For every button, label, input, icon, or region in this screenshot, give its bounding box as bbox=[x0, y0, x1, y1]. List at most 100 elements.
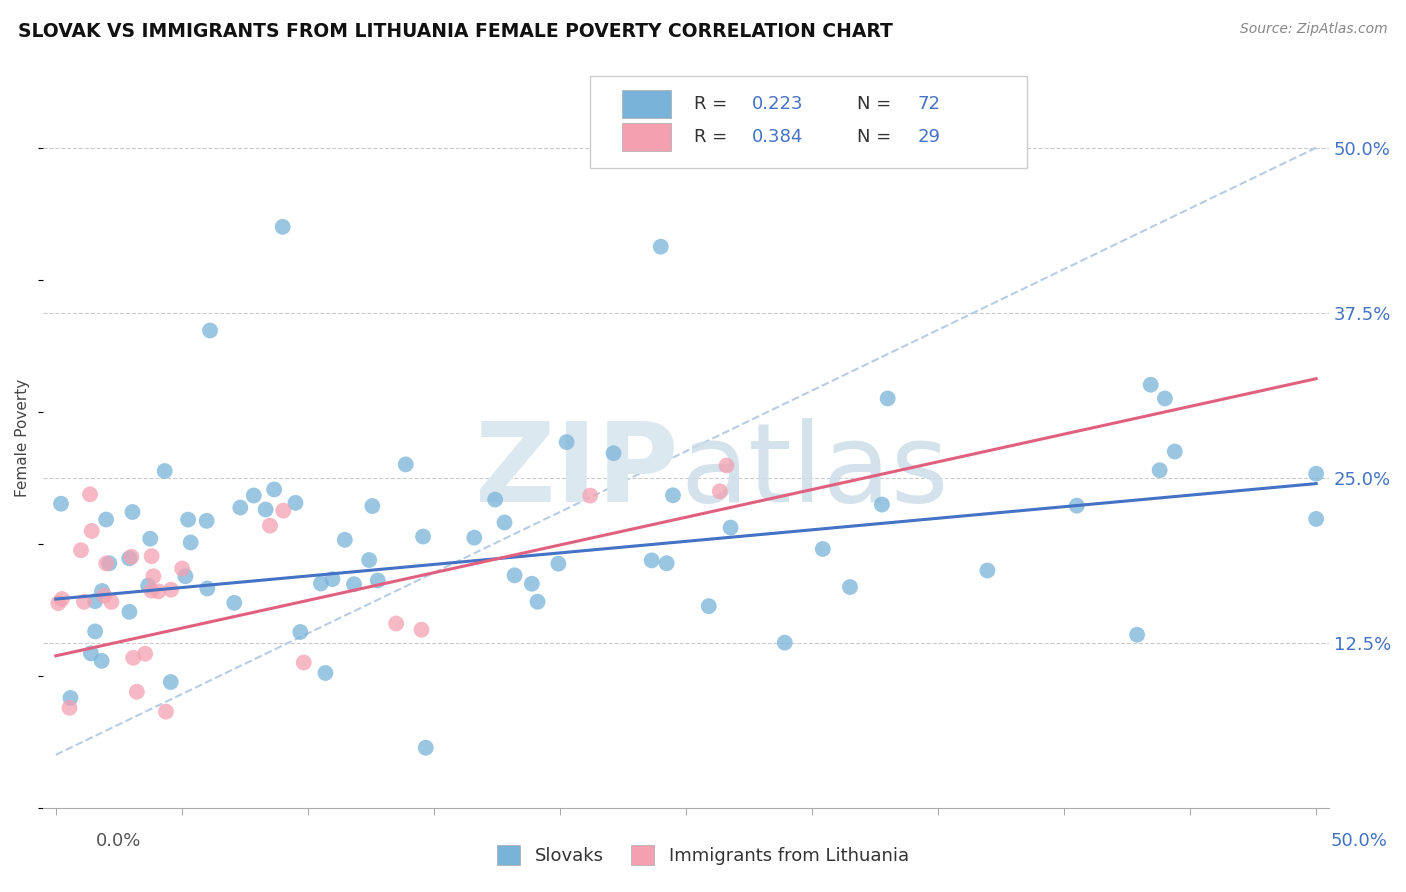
Point bbox=[309, 576, 332, 591]
Point bbox=[58, 701, 80, 715]
Point bbox=[122, 650, 145, 665]
Point bbox=[91, 584, 114, 599]
Point bbox=[80, 524, 103, 538]
Point bbox=[96, 557, 118, 571]
Point bbox=[697, 599, 720, 614]
Text: 0.384: 0.384 bbox=[752, 128, 803, 146]
Point bbox=[148, 584, 170, 599]
Legend: Slovaks, Immigrants from Lithuania: Slovaks, Immigrants from Lithuania bbox=[488, 836, 918, 874]
Point bbox=[153, 464, 176, 478]
Point bbox=[79, 487, 101, 501]
Point bbox=[59, 690, 82, 705]
Point bbox=[73, 595, 96, 609]
Point bbox=[359, 553, 381, 567]
Text: Source: ZipAtlas.com: Source: ZipAtlas.com bbox=[1240, 22, 1388, 37]
Point bbox=[259, 518, 281, 533]
Point bbox=[93, 589, 115, 603]
Point bbox=[411, 623, 433, 637]
Text: N =: N = bbox=[858, 128, 897, 146]
Point bbox=[662, 488, 685, 502]
Point bbox=[367, 574, 389, 588]
Point bbox=[136, 578, 159, 592]
Point bbox=[292, 656, 315, 670]
Point bbox=[385, 616, 408, 631]
Point bbox=[720, 520, 742, 534]
Point bbox=[526, 595, 548, 609]
Point bbox=[195, 582, 218, 596]
Point bbox=[229, 500, 252, 515]
Point bbox=[503, 568, 526, 582]
Point bbox=[415, 740, 437, 755]
Point bbox=[811, 541, 834, 556]
Point bbox=[1149, 463, 1171, 477]
Point bbox=[1154, 392, 1177, 406]
Point bbox=[1126, 628, 1149, 642]
Point bbox=[242, 489, 264, 503]
Point bbox=[773, 635, 796, 649]
Text: 0.0%: 0.0% bbox=[96, 831, 141, 849]
Point bbox=[839, 580, 862, 594]
Point bbox=[118, 551, 141, 566]
Point bbox=[716, 458, 738, 473]
Point bbox=[579, 489, 602, 503]
Point bbox=[174, 569, 197, 583]
Point bbox=[84, 594, 107, 608]
Text: ZIP: ZIP bbox=[475, 417, 678, 524]
Point bbox=[321, 572, 343, 586]
Point bbox=[484, 492, 506, 507]
Point bbox=[555, 435, 578, 450]
Point bbox=[120, 549, 142, 564]
Point bbox=[1305, 512, 1327, 526]
Point bbox=[314, 665, 336, 680]
Point bbox=[284, 496, 307, 510]
Point bbox=[142, 569, 165, 583]
Point bbox=[361, 499, 384, 513]
Point bbox=[224, 596, 246, 610]
Point bbox=[172, 561, 194, 575]
Point bbox=[121, 505, 143, 519]
Point bbox=[650, 240, 672, 254]
Point bbox=[90, 654, 112, 668]
Text: R =: R = bbox=[693, 128, 733, 146]
Point bbox=[602, 446, 624, 460]
Point bbox=[141, 549, 163, 564]
Point bbox=[94, 512, 117, 526]
Point bbox=[1066, 499, 1088, 513]
Point bbox=[49, 497, 72, 511]
Point bbox=[46, 596, 69, 610]
Point bbox=[263, 483, 285, 497]
Point bbox=[412, 530, 434, 544]
Point bbox=[125, 684, 148, 698]
Point bbox=[976, 564, 998, 578]
Point bbox=[254, 502, 277, 516]
Point bbox=[134, 647, 156, 661]
Point bbox=[271, 503, 294, 517]
Point bbox=[180, 535, 202, 549]
Point bbox=[870, 498, 893, 512]
Point bbox=[343, 577, 366, 591]
Text: 0.223: 0.223 bbox=[752, 95, 803, 113]
Point bbox=[547, 557, 569, 571]
Point bbox=[100, 595, 122, 609]
Point bbox=[1139, 377, 1161, 392]
FancyBboxPatch shape bbox=[621, 123, 671, 152]
Point bbox=[655, 556, 678, 570]
Point bbox=[51, 592, 73, 607]
Point bbox=[80, 646, 103, 660]
FancyBboxPatch shape bbox=[621, 90, 671, 118]
Point bbox=[520, 576, 543, 591]
Point bbox=[1305, 467, 1327, 481]
Point bbox=[641, 553, 664, 567]
Point bbox=[70, 543, 93, 558]
FancyBboxPatch shape bbox=[589, 76, 1026, 169]
Point bbox=[333, 533, 356, 547]
Text: N =: N = bbox=[858, 95, 897, 113]
Text: atlas: atlas bbox=[681, 417, 949, 524]
Text: 72: 72 bbox=[917, 95, 941, 113]
Text: 29: 29 bbox=[917, 128, 941, 146]
Point bbox=[159, 675, 181, 690]
Point bbox=[1164, 444, 1187, 458]
Point bbox=[290, 625, 312, 640]
Point bbox=[118, 605, 141, 619]
Point bbox=[876, 392, 898, 406]
